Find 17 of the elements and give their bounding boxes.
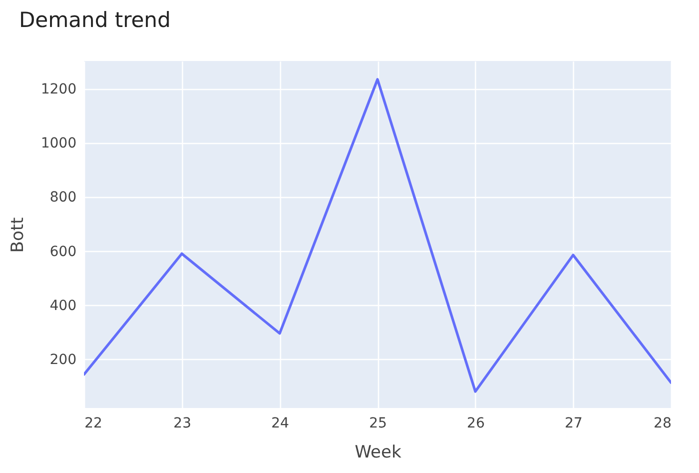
x-tick-label: 26 — [466, 416, 485, 432]
y-axis-title: Bott — [8, 216, 28, 253]
x-axis-title: Week — [354, 442, 402, 462]
x-tick-label: 28 — [654, 416, 672, 432]
y-tick-label: 800 — [50, 190, 76, 206]
line-series — [84, 78, 671, 393]
y-tick-label: 200 — [50, 352, 76, 368]
x-tick-label: 23 — [173, 416, 192, 432]
y-tick-label: 1000 — [40, 136, 76, 152]
y-tick-label: 400 — [50, 298, 76, 314]
x-tick-label: 25 — [369, 416, 387, 432]
x-tick-label: 22 — [84, 416, 102, 432]
x-tick-label: 24 — [271, 416, 290, 432]
y-tick-label: 1200 — [40, 82, 76, 98]
x-tick-label: 27 — [564, 416, 583, 432]
chart-title: Demand trend — [19, 8, 171, 32]
y-tick-label: 600 — [50, 244, 76, 260]
